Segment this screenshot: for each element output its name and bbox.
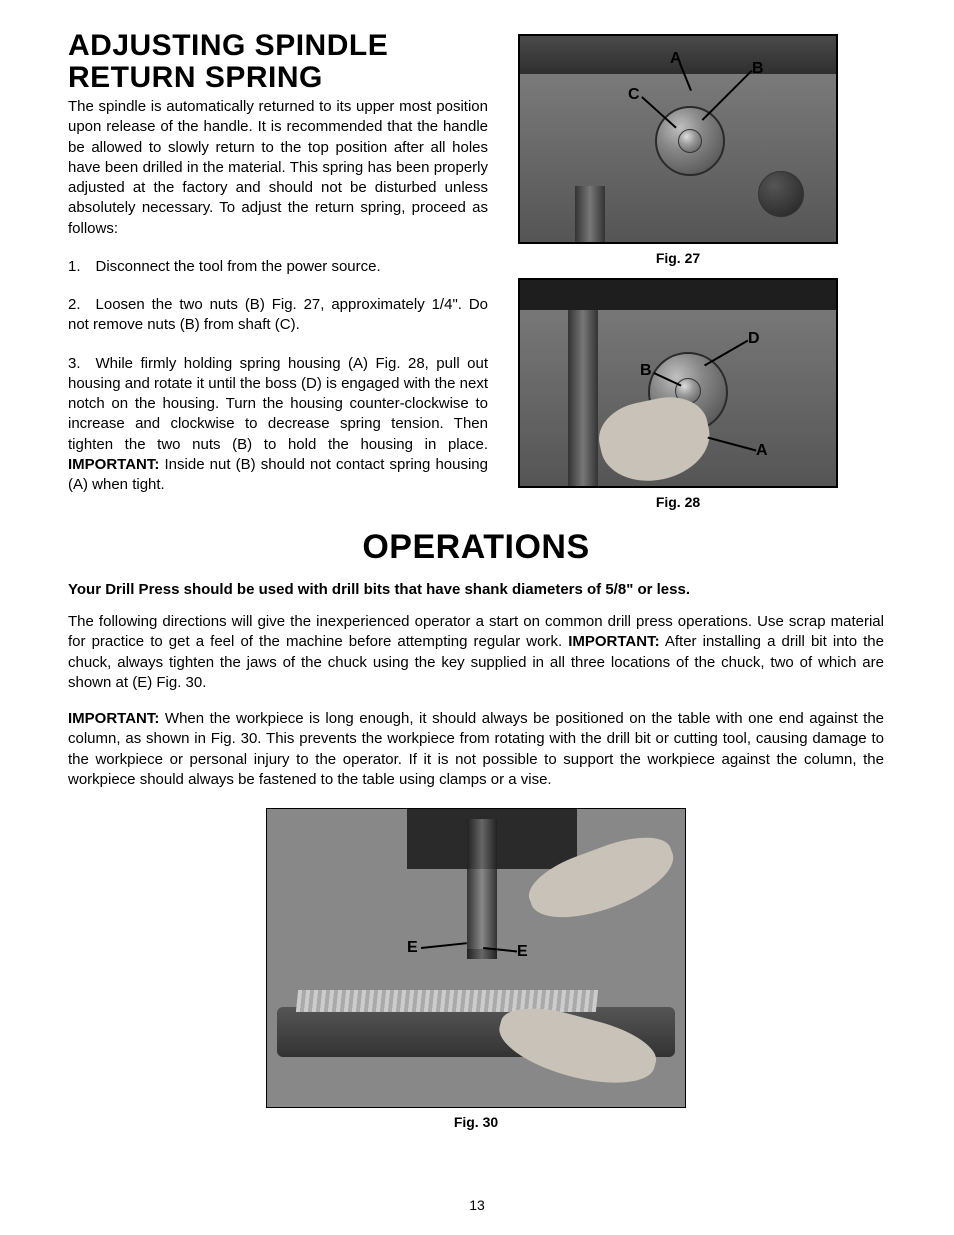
heading-line-2: RETURN SPRING bbox=[68, 61, 323, 94]
manual-page: ADJUSTING SPINDLE RETURN SPRING The spin… bbox=[0, 0, 954, 1235]
operations-para-1: The following directions will give the i… bbox=[68, 612, 884, 693]
right-figure-column: A B C Fig. 27 D B A bbox=[518, 30, 838, 510]
step-3-important-label: IMPORTANT: bbox=[68, 456, 159, 473]
step-3: 3. While firmly holding spring housing (… bbox=[68, 354, 488, 496]
figure-27-caption: Fig. 27 bbox=[656, 250, 700, 266]
figure-28: D B A bbox=[518, 278, 838, 488]
fig28-label-d: D bbox=[748, 330, 760, 348]
operations-bold-intro: Your Drill Press should be used with dri… bbox=[68, 581, 884, 598]
fig30-label-e-right: E bbox=[517, 943, 528, 961]
fig28-spindle bbox=[568, 310, 598, 488]
step-2: 2. Loosen the two nuts (B) Fig. 27, appr… bbox=[68, 295, 488, 336]
fig27-center-nut bbox=[678, 129, 702, 153]
two-column-row: ADJUSTING SPINDLE RETURN SPRING The spin… bbox=[68, 30, 884, 510]
fig30-leader-e-left bbox=[421, 942, 467, 948]
left-text-column: ADJUSTING SPINDLE RETURN SPRING The spin… bbox=[68, 30, 488, 510]
page-number: 13 bbox=[0, 1197, 954, 1213]
section-heading-adjusting-spindle: ADJUSTING SPINDLE RETURN SPRING bbox=[68, 30, 488, 93]
operations-para-2: IMPORTANT: When the workpiece is long en… bbox=[68, 709, 884, 790]
intro-paragraph: The spindle is automatically returned to… bbox=[68, 97, 488, 239]
fig30-workpiece bbox=[296, 990, 598, 1012]
heading-line-1: ADJUSTING SPINDLE bbox=[68, 29, 388, 62]
fig28-label-b: B bbox=[640, 362, 652, 380]
fig28-machine-top bbox=[520, 280, 836, 310]
operations-para1-important-label: IMPORTANT: bbox=[568, 633, 659, 650]
fig27-spindle bbox=[575, 186, 605, 244]
fig27-side-knob bbox=[758, 171, 804, 217]
figure-30: E E bbox=[266, 808, 686, 1108]
operations-para2-post: When the workpiece is long enough, it sh… bbox=[68, 710, 884, 788]
fig27-label-c: C bbox=[628, 86, 640, 104]
fig30-chuck bbox=[467, 869, 497, 949]
fig30-label-e-left: E bbox=[407, 939, 418, 957]
fig28-label-a: A bbox=[756, 442, 768, 460]
step-3-pre: 3. While firmly holding spring housing (… bbox=[68, 355, 488, 453]
fig27-label-b: B bbox=[752, 60, 764, 78]
figure-28-caption: Fig. 28 bbox=[656, 494, 700, 510]
section-heading-operations: OPERATIONS bbox=[68, 528, 884, 567]
operations-para2-important-label: IMPORTANT: bbox=[68, 710, 159, 727]
step-1: 1. Disconnect the tool from the power so… bbox=[68, 257, 488, 277]
figure-27: A B C bbox=[518, 34, 838, 244]
figure-30-caption: Fig. 30 bbox=[68, 1114, 884, 1130]
